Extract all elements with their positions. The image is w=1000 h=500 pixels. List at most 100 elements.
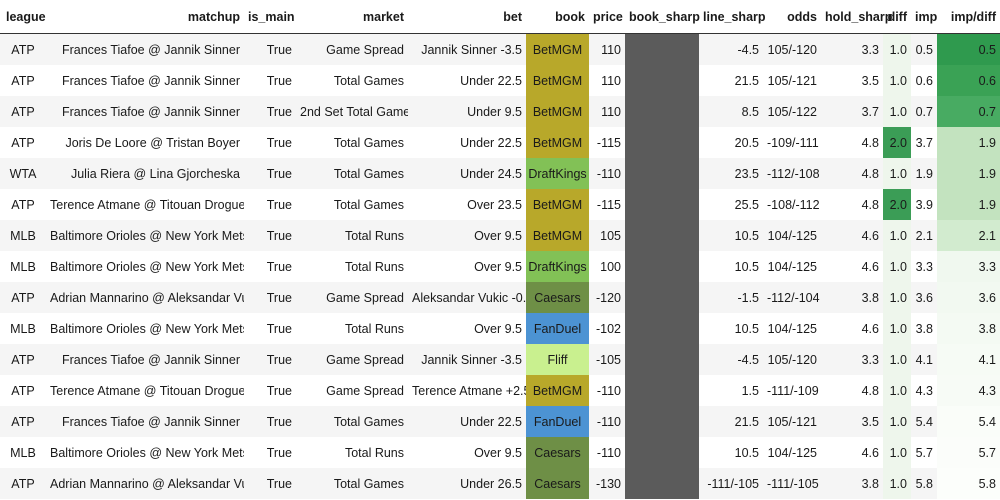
diff-cell: 1.0 xyxy=(883,96,911,127)
odds-cell: 105/-121 xyxy=(763,65,821,96)
league-cell: ATP xyxy=(0,468,46,499)
diff-cell: 1.0 xyxy=(883,437,911,468)
table-row[interactable]: MLB Baltimore Orioles @ New York Mets True… xyxy=(0,220,1000,251)
imp-cell: 4.3 xyxy=(911,375,937,406)
book-sharp-cell xyxy=(625,65,699,96)
bet-cell: Under 26.5 xyxy=(408,468,526,499)
column-header-matchup[interactable]: matchup xyxy=(46,0,244,34)
column-header-league[interactable]: league xyxy=(0,0,46,34)
diff-cell: 1.0 xyxy=(883,406,911,437)
odds-cell: 105/-120 xyxy=(763,33,821,65)
line-sharp-cell: -4.5 xyxy=(699,344,763,375)
table-row[interactable]: ATP Terence Atmane @ Titouan Droguet True G… xyxy=(0,375,1000,406)
imp-cell: 0.6 xyxy=(911,65,937,96)
line-sharp-cell: 10.5 xyxy=(699,313,763,344)
line-sharp-cell: 10.5 xyxy=(699,220,763,251)
odds-cell: 104/-125 xyxy=(763,220,821,251)
diff-cell: 1.0 xyxy=(883,33,911,65)
column-header-imp-diff[interactable]: imp/diff xyxy=(937,0,1000,34)
bet-cell: Under 22.5 xyxy=(408,127,526,158)
is-main-cell: True xyxy=(244,375,296,406)
league-cell: ATP xyxy=(0,282,46,313)
league-cell: ATP xyxy=(0,65,46,96)
hold-sharp-cell: 4.6 xyxy=(821,437,883,468)
line-sharp-cell: 8.5 xyxy=(699,96,763,127)
bet-cell: Under 22.5 xyxy=(408,65,526,96)
table-row[interactable]: ATP Frances Tiafoe @ Jannik Sinner True Gam… xyxy=(0,33,1000,65)
market-cell: Total Runs xyxy=(296,251,408,282)
book-sharp-cell xyxy=(625,375,699,406)
hold-sharp-cell: 3.3 xyxy=(821,33,883,65)
odds-cell: 105/-122 xyxy=(763,96,821,127)
league-cell: WTA xyxy=(0,158,46,189)
league-cell: MLB xyxy=(0,220,46,251)
is-main-cell: True xyxy=(244,313,296,344)
table-row[interactable]: ATP Frances Tiafoe @ Jannik Sinner True Tot… xyxy=(0,65,1000,96)
market-cell: Game Spread xyxy=(296,33,408,65)
column-header-odds[interactable]: odds xyxy=(763,0,821,34)
column-header-imp[interactable]: imp xyxy=(911,0,937,34)
book-cell: BetMGM xyxy=(526,33,589,65)
bet-cell: Aleksandar Vukic -0.5 xyxy=(408,282,526,313)
table-row[interactable]: ATP Terence Atmane @ Titouan Droguet True T… xyxy=(0,189,1000,220)
book-cell: Caesars xyxy=(526,468,589,499)
table-row[interactable]: ATP Adrian Mannarino @ Aleksandar Vukic Tr… xyxy=(0,468,1000,499)
table-row[interactable]: ATP Adrian Mannarino @ Aleksandar Vukic Tr… xyxy=(0,282,1000,313)
column-header-book[interactable]: book xyxy=(526,0,589,34)
column-header-price[interactable]: price xyxy=(589,0,625,34)
imp-diff-cell: 2.1 xyxy=(937,220,1000,251)
market-cell: Total Games xyxy=(296,468,408,499)
column-header-hold-sharp[interactable]: hold_sharp xyxy=(821,0,892,34)
price-cell: 110 xyxy=(589,33,625,65)
matchup-cell: Frances Tiafoe @ Jannik Sinner xyxy=(46,33,244,65)
column-header-is-main[interactable]: is_main xyxy=(244,0,296,34)
table-row[interactable]: MLB Baltimore Orioles @ New York Mets True… xyxy=(0,437,1000,468)
column-header-diff[interactable]: diff xyxy=(883,0,911,34)
column-header-market[interactable]: market xyxy=(296,0,408,34)
book-sharp-cell xyxy=(625,127,699,158)
price-cell: -115 xyxy=(589,127,625,158)
matchup-cell: Baltimore Orioles @ New York Mets xyxy=(46,251,244,282)
bet-cell: Over 9.5 xyxy=(408,313,526,344)
odds-cell: 104/-125 xyxy=(763,437,821,468)
matchup-cell: Terence Atmane @ Titouan Droguet xyxy=(46,189,244,220)
bet-cell: Under 22.5 xyxy=(408,406,526,437)
price-cell: -102 xyxy=(589,313,625,344)
table-row[interactable]: WTA Julia Riera @ Lina Gjorcheska True Tota… xyxy=(0,158,1000,189)
league-cell: ATP xyxy=(0,96,46,127)
table-row[interactable]: ATP Frances Tiafoe @ Jannik Sinner True Gam… xyxy=(0,344,1000,375)
book-sharp-cell xyxy=(625,251,699,282)
imp-cell: 5.8 xyxy=(911,468,937,499)
odds-cell: 105/-121 xyxy=(763,406,821,437)
imp-diff-cell: 1.9 xyxy=(937,158,1000,189)
line-sharp-cell: 20.5 xyxy=(699,127,763,158)
price-cell: 100 xyxy=(589,251,625,282)
imp-diff-cell: 3.6 xyxy=(937,282,1000,313)
league-cell: MLB xyxy=(0,251,46,282)
table-row[interactable]: MLB Baltimore Orioles @ New York Mets True… xyxy=(0,313,1000,344)
table-row[interactable]: ATP Frances Tiafoe @ Jannik Sinner True Tot… xyxy=(0,406,1000,437)
table-row[interactable]: MLB Baltimore Orioles @ New York Mets True… xyxy=(0,251,1000,282)
imp-diff-cell: 3.3 xyxy=(937,251,1000,282)
hold-sharp-cell: 4.8 xyxy=(821,127,883,158)
is-main-cell: True xyxy=(244,65,296,96)
matchup-cell: Julia Riera @ Lina Gjorcheska xyxy=(46,158,244,189)
column-header-line-sharp[interactable]: line_sharp xyxy=(699,0,766,34)
column-header-book-sharp[interactable]: book_sharp xyxy=(625,0,700,34)
imp-diff-cell: 0.6 xyxy=(937,65,1000,96)
league-cell: ATP xyxy=(0,33,46,65)
price-cell: -130 xyxy=(589,468,625,499)
imp-diff-cell: 5.4 xyxy=(937,406,1000,437)
line-sharp-cell: 1.5 xyxy=(699,375,763,406)
book-sharp-cell xyxy=(625,189,699,220)
odds-cell: -112/-108 xyxy=(763,158,821,189)
bet-cell: Terence Atmane +2.5 xyxy=(408,375,526,406)
table-row[interactable]: ATP Joris De Loore @ Tristan Boyer True Tot… xyxy=(0,127,1000,158)
market-cell: Total Games xyxy=(296,189,408,220)
imp-diff-cell: 5.8 xyxy=(937,468,1000,499)
column-header-bet[interactable]: bet xyxy=(408,0,526,34)
market-cell: Total Runs xyxy=(296,220,408,251)
imp-diff-cell: 1.9 xyxy=(937,127,1000,158)
line-sharp-cell: -4.5 xyxy=(699,33,763,65)
table-row[interactable]: ATP Frances Tiafoe @ Jannik Sinner True 2nd… xyxy=(0,96,1000,127)
